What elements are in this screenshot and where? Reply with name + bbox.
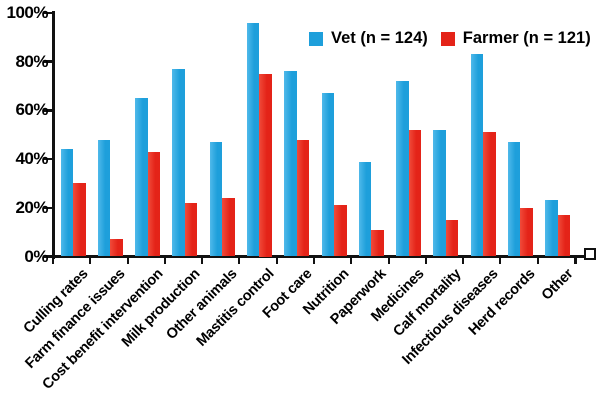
bar-farmer-cost-benefit-intervention: [147, 151, 161, 257]
y-tick-60: [44, 109, 53, 112]
y-tick-label-60: 60%: [15, 100, 48, 120]
axis-end-square-marker: [584, 248, 596, 260]
bar-farmer-paperwork: [371, 229, 384, 257]
x-axis-line: [51, 255, 586, 258]
bar-vet-nutrition: [321, 93, 334, 257]
bar-vet-calf-mortality: [433, 129, 446, 257]
y-tick-20: [44, 206, 53, 210]
x-tick-9: [387, 255, 390, 264]
y-tick-label-100: 100%: [6, 3, 49, 22]
bar-farmer-milk-production: [184, 202, 198, 257]
x-tick-7: [313, 255, 315, 264]
bar-vet-herd-records: [507, 142, 521, 257]
legend-label-farmer: Farmer (n = 121): [462, 29, 591, 47]
x-tick-4: [201, 255, 204, 264]
y-axis-line: [51, 11, 55, 259]
x-tick-5: [238, 255, 241, 264]
y-tick-40: [44, 157, 53, 161]
bar-farmer-mastitis-control: [259, 73, 272, 257]
x-label-other: Other: [538, 266, 577, 304]
y-tick-label-0: 0%: [24, 246, 48, 266]
bar-farmer-infectious-diseases: [483, 132, 496, 257]
bar-vet-culling-rates: [60, 149, 73, 257]
bar-vet-paperwork: [358, 161, 372, 257]
bar-farmer-herd-records: [520, 207, 533, 257]
y-tick-label-80: 80%: [15, 51, 48, 71]
y-tick-0: [44, 255, 53, 258]
x-tick-8: [350, 255, 353, 264]
x-tick-3: [163, 255, 166, 264]
bar-vet-farm-finance-issues: [97, 139, 111, 257]
y-tick-80: [44, 60, 53, 63]
bar-farmer-nutrition: [334, 205, 347, 257]
x-tick-0: [52, 255, 54, 264]
x-tick-12: [499, 255, 502, 264]
bar-farmer-calf-mortality: [445, 219, 459, 257]
y-tick-label-20: 20%: [15, 197, 48, 217]
x-label-herd-records: Herd records: [466, 266, 539, 339]
bar-farmer-other: [557, 215, 571, 257]
bar-vet-foot-care: [284, 71, 297, 257]
chart-legend: Vet (n = 124) Farmer (n = 121): [309, 29, 591, 48]
x-tick-end: [575, 255, 577, 264]
bar-vet-cost-benefit-intervention: [135, 98, 148, 257]
legend-swatch-vet-icon: [309, 31, 323, 46]
bar-farmer-medicines: [408, 129, 422, 257]
bar-vet-infectious-diseases: [470, 54, 484, 257]
x-tick-11: [462, 255, 465, 264]
bar-vet-milk-production: [172, 69, 185, 257]
bar-farmer-foot-care: [296, 139, 310, 257]
x-tick-13: [536, 255, 539, 264]
bar-vet-medicines: [396, 81, 409, 257]
bar-farmer-farm-finance-issues: [110, 239, 123, 257]
x-tick-1: [89, 255, 92, 264]
x-tick-2: [126, 255, 129, 264]
bar-farmer-culling-rates: [73, 183, 86, 257]
legend-swatch-farmer-icon: [440, 31, 455, 46]
bar-farmer-other-animals: [222, 198, 235, 257]
legend-label-vet: Vet (n = 124): [331, 29, 428, 47]
y-tick-100: [44, 11, 53, 15]
x-tick-10: [424, 255, 427, 264]
bar-vet-other: [545, 200, 558, 257]
bar-vet-other-animals: [209, 142, 223, 257]
bar-vet-mastitis-control: [246, 22, 260, 257]
y-tick-label-40: 40%: [15, 149, 48, 169]
x-tick-6: [275, 255, 278, 264]
